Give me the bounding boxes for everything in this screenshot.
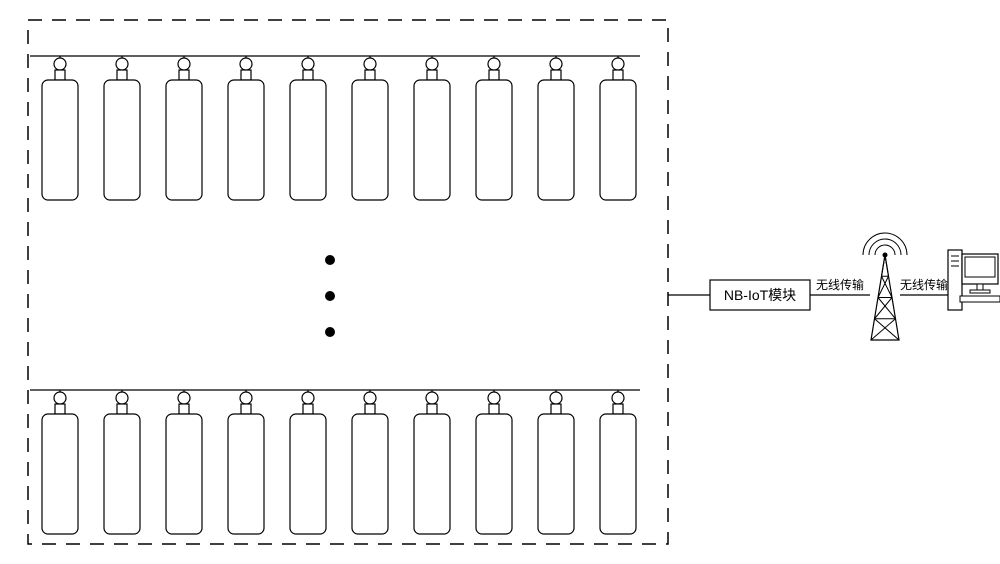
- cylinder: [290, 392, 326, 534]
- computer-icon: [948, 250, 1000, 310]
- cylinder: [476, 58, 512, 200]
- cylinder: [104, 392, 140, 534]
- cylinder: [538, 58, 574, 200]
- cylinder: [414, 392, 450, 534]
- system-diagram: NB-IoT模块 无线传输 无线传输: [0, 0, 1000, 564]
- cylinder: [42, 58, 78, 200]
- cylinder: [538, 392, 574, 534]
- cylinder: [600, 58, 636, 200]
- ellipsis-dot: [325, 255, 335, 265]
- cylinder: [166, 392, 202, 534]
- cylinder: [352, 58, 388, 200]
- cylinder: [228, 58, 264, 200]
- cylinder: [290, 58, 326, 200]
- cylinder: [352, 392, 388, 534]
- cylinder: [600, 392, 636, 534]
- cylinder: [104, 58, 140, 200]
- link-tower-pc-label: 无线传输: [900, 277, 948, 292]
- link-module-tower-label: 无线传输: [816, 277, 864, 292]
- cylinder: [414, 58, 450, 200]
- cylinder: [476, 392, 512, 534]
- nbiot-module-label: NB-IoT模块: [724, 287, 796, 303]
- cylinder: [228, 392, 264, 534]
- cylinder: [42, 392, 78, 534]
- ellipsis-dot: [325, 327, 335, 337]
- cylinder: [166, 58, 202, 200]
- ellipsis-dot: [325, 291, 335, 301]
